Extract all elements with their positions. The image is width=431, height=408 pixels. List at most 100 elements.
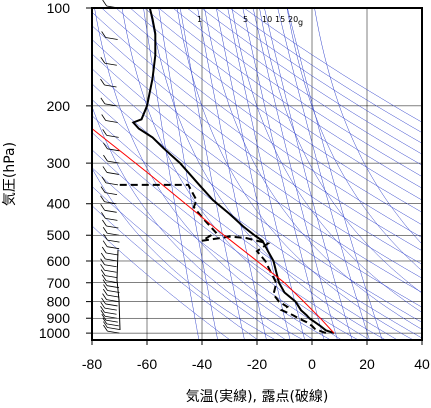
x-tick-label: 20: [359, 356, 375, 372]
wind-barb-flag: [101, 176, 107, 184]
moist-adiabat-line: [92, 167, 276, 340]
y-tick-label: 1000: [39, 325, 70, 341]
dry-adiabat-line: [92, 186, 287, 340]
mixing-ratio-line: [287, 8, 383, 340]
wind-barb: [107, 327, 120, 330]
wind-barb: [104, 192, 118, 196]
dry-adiabat-line: [158, 8, 422, 189]
wind-barb: [107, 246, 120, 250]
wind-barb: [106, 134, 119, 138]
dry-adiabat-line: [92, 149, 342, 340]
dry-adiabat-line: [92, 11, 422, 251]
y-tick-label: 700: [47, 275, 71, 291]
wind-barb-flag: [102, 240, 108, 247]
x-tick-label: 40: [414, 356, 430, 372]
y-tick-label: 800: [47, 294, 71, 310]
y-axis-title: 気圧(hPa): [2, 142, 18, 206]
wind-barb-flag: [103, 142, 108, 150]
dry-adiabat-line: [92, 205, 259, 340]
wind-barb-flag: [103, 324, 108, 332]
x-tick-label: -60: [137, 356, 157, 372]
wind-barb-flag: [100, 204, 106, 211]
wind-barb: [104, 84, 117, 88]
wind-barb: [106, 299, 119, 302]
wind-barb: [106, 252, 119, 256]
wind-barb-flag: [101, 31, 106, 38]
wind-barb-flag: [102, 129, 108, 136]
dry-adiabat-line: [101, 8, 422, 238]
dewpoint-profile: [119, 183, 327, 335]
wind-barb-flag: [100, 301, 106, 309]
wind-barb-flag: [103, 233, 108, 241]
wind-barb: [104, 201, 117, 205]
wind-barb-flag: [100, 186, 106, 193]
mixing-ratio-line: [242, 8, 325, 340]
wind-barb-flag: [100, 57, 106, 64]
x-tick-label: 0: [308, 356, 316, 372]
mixing-ratio-line: [264, 8, 353, 340]
y-tick-label: 600: [47, 253, 71, 269]
x-tick-label: -80: [82, 356, 102, 372]
mixing-ratio-labels: 1 5 10 15 20 g: [197, 15, 303, 27]
moist-adiabat-line: [231, 8, 422, 313]
wind-barb: [106, 225, 119, 229]
mixing-ratio-label: 1: [197, 15, 202, 24]
wind-barb: [107, 160, 120, 164]
y-tick-label: 500: [47, 227, 71, 243]
wind-barb-flag: [100, 264, 105, 271]
moist-adiabat-line: [149, 8, 386, 340]
wind-barb-flag: [100, 269, 106, 276]
wind-barb-flag: [102, 166, 108, 173]
x-tick-label: -40: [192, 356, 212, 372]
wind-barb-column: [100, 0, 121, 334]
y-tick-label: 200: [47, 98, 71, 114]
y-tick-label: 900: [47, 310, 71, 326]
y-tick-label: 300: [47, 155, 71, 171]
wind-barb: [106, 323, 119, 327]
wind-barb-flag: [100, 258, 105, 265]
wind-barb-flag: [100, 306, 105, 313]
wind-barb-flag: [103, 321, 108, 328]
wind-barb: [106, 280, 119, 284]
wind-barb-flag: [100, 310, 106, 317]
mixing-ratio-label: g: [298, 18, 303, 27]
moist-adiabat-line: [204, 8, 422, 330]
wind-barb: [105, 217, 118, 221]
wind-barb: [106, 285, 120, 289]
moist-adiabat-line: [176, 8, 414, 340]
wind-barb: [107, 294, 120, 298]
wind-barb: [105, 275, 118, 279]
wind-barb-flag: [101, 114, 107, 121]
dry-adiabat-line: [115, 8, 422, 226]
moist-adiabat-line: [286, 8, 422, 272]
wind-barb-staff: [116, 249, 121, 331]
wind-barb: [104, 103, 117, 107]
wind-barb: [107, 290, 120, 293]
wind-barb: [104, 307, 117, 311]
wind-barb-flag: [101, 313, 107, 321]
x-axis-title: 気温(実線), 露点(破線): [186, 389, 329, 405]
dry-adiabat-line: [92, 39, 422, 279]
wind-barb-flag: [100, 195, 105, 202]
wind-barb-flag: [102, 219, 107, 227]
wind-barb-flag: [102, 279, 108, 286]
dry-adiabat-line: [186, 8, 422, 166]
wind-barb-flag: [100, 78, 105, 86]
wind-barb-flag: [101, 274, 107, 281]
wind-barb-flag: [101, 297, 106, 305]
mixing-ratio-line: [179, 8, 245, 340]
wind-barb: [107, 148, 120, 152]
wind-barb-flag: [103, 284, 108, 291]
wind-barb: [105, 319, 118, 323]
mixing-ratio-line: [158, 8, 218, 340]
parcel-path: [92, 128, 335, 334]
moist-adiabat-line: [314, 8, 422, 245]
wind-barb-flag: [103, 154, 108, 162]
dry-adiabat-line: [215, 8, 422, 144]
dry-adiabat-line: [92, 115, 398, 340]
dry-adiabat-line: [201, 8, 422, 155]
wind-barb-flag: [102, 293, 107, 300]
y-tick-label: 100: [47, 0, 71, 16]
wind-barb: [104, 311, 117, 315]
series-layer: [92, 8, 335, 335]
